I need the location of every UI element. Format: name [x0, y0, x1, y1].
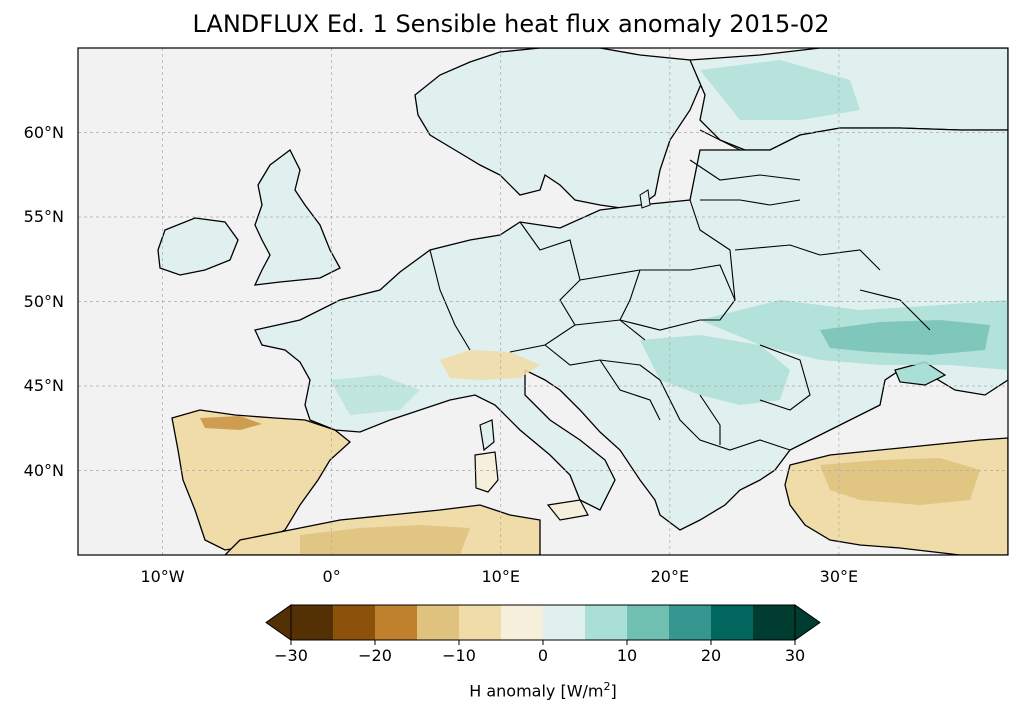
colorbar-bin	[669, 605, 712, 640]
lat-tick-label: 45°N	[23, 376, 64, 395]
lat-tick-label: 60°N	[23, 122, 64, 142]
colorbar-bin	[459, 605, 502, 640]
anomaly-patch-france	[330, 375, 420, 415]
map-frame	[77, 47, 1009, 556]
anomaly-patch-balkans	[640, 335, 790, 405]
anomaly-patch-turkey-brown	[820, 458, 980, 505]
country-borders	[429, 129, 931, 451]
land-great-britain	[253, 149, 341, 286]
lat-tick-label: 40°N	[23, 460, 64, 480]
lat-tick-label: 50°N	[23, 291, 64, 311]
colorbar-extend-under	[265, 604, 292, 641]
land-ireland	[157, 217, 239, 276]
colorbar-frame	[290, 604, 796, 641]
map-panel	[77, 47, 1009, 556]
colorbar-tick-label: 20	[700, 646, 722, 665]
anomaly-patch-alps	[440, 350, 540, 380]
colorbar-tick-label: −10	[442, 646, 476, 665]
colorbar-label: H anomaly [W/m2]	[469, 680, 617, 701]
colorbar-bin	[585, 605, 628, 640]
colorbar-bin	[333, 605, 376, 640]
colorbar-tick-label: 30	[784, 646, 806, 665]
gridlines	[78, 48, 1008, 555]
colorbar-tick-label: 0	[537, 646, 549, 665]
lon-tick-label: 10°E	[481, 567, 520, 586]
land-iberia	[171, 409, 352, 551]
land-sicily	[546, 499, 589, 521]
colorbar-bin	[543, 605, 586, 640]
colorbar-tick-label: −20	[358, 646, 392, 665]
colorbar-bin	[417, 605, 460, 640]
anomaly-patch-africa-brown	[300, 525, 470, 555]
map-title: LANDFLUX Ed. 1 Sensible heat flux anomal…	[192, 10, 830, 38]
anomaly-patch-spain-brown	[200, 416, 262, 430]
land-gotland	[639, 189, 651, 209]
lon-tick-label: 10°W	[140, 567, 185, 586]
colorbar-bin	[711, 605, 754, 640]
land-layer	[157, 48, 1008, 555]
lon-tick-label: 0°	[322, 567, 341, 586]
lat-tick-label: 55°N	[23, 207, 64, 226]
colorbar-extend-over	[794, 604, 821, 641]
lon-tick-label: 20°E	[650, 567, 690, 586]
anomaly-patch-ukraine-strong	[820, 320, 990, 355]
colorbar-tick-label: 10	[616, 646, 638, 665]
land-corsica	[479, 419, 495, 452]
land-sardinia	[474, 451, 499, 493]
colorbar-bin	[375, 605, 418, 640]
anomaly-patch-russia-north	[700, 60, 860, 120]
colorbar-bin	[753, 605, 796, 640]
lon-tick-label: 30°E	[819, 567, 859, 586]
colorbar-tick-label: −30	[274, 646, 308, 665]
colorbar-bin	[627, 605, 670, 640]
colorbar-bin	[501, 605, 544, 640]
colorbar-bin	[291, 605, 334, 640]
